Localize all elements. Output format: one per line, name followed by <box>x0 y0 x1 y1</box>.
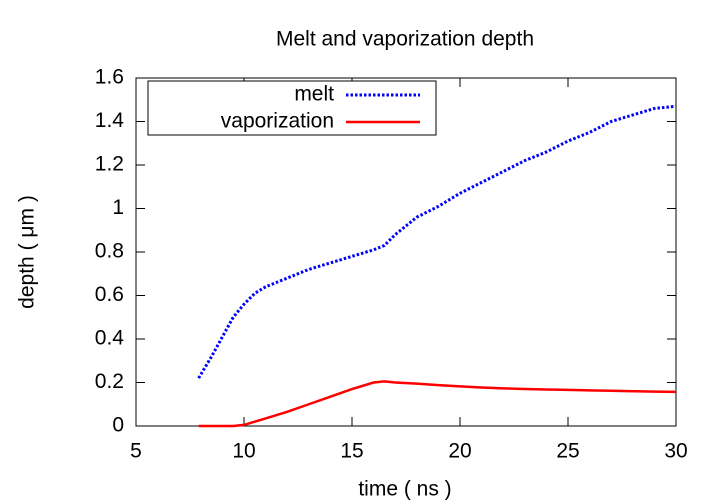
x-tick-label: 30 <box>664 440 687 463</box>
x-tick-label: 25 <box>556 440 579 463</box>
legend-label: vaporization <box>221 110 334 133</box>
plot-border <box>135 77 677 427</box>
y-tick-label: 1.4 <box>95 109 125 132</box>
legend-box <box>147 80 437 136</box>
x-axis-label: time ( ns ) <box>358 478 451 501</box>
y-tick-label: 0.6 <box>95 283 124 306</box>
y-tick-label: 1.2 <box>95 153 124 176</box>
x-tick-label: 20 <box>448 440 471 463</box>
x-tick-label: 15 <box>340 440 363 463</box>
legend-label: melt <box>294 83 334 106</box>
series-line <box>197 104 677 379</box>
y-axis-label: depth ( μm ) <box>16 195 39 309</box>
x-tick-label: 5 <box>130 440 142 463</box>
y-tick-label: 1.6 <box>95 66 124 89</box>
y-tick-label: 0.2 <box>95 370 124 393</box>
y-tick-label: 1 <box>112 196 124 219</box>
y-tick-label: 0 <box>112 414 124 437</box>
chart-title: Melt and vaporization depth <box>276 28 534 51</box>
y-tick-label: 0.8 <box>95 240 124 263</box>
series-line <box>198 380 677 428</box>
y-tick-label: 0.4 <box>95 327 125 350</box>
x-tick-label: 10 <box>232 440 255 463</box>
